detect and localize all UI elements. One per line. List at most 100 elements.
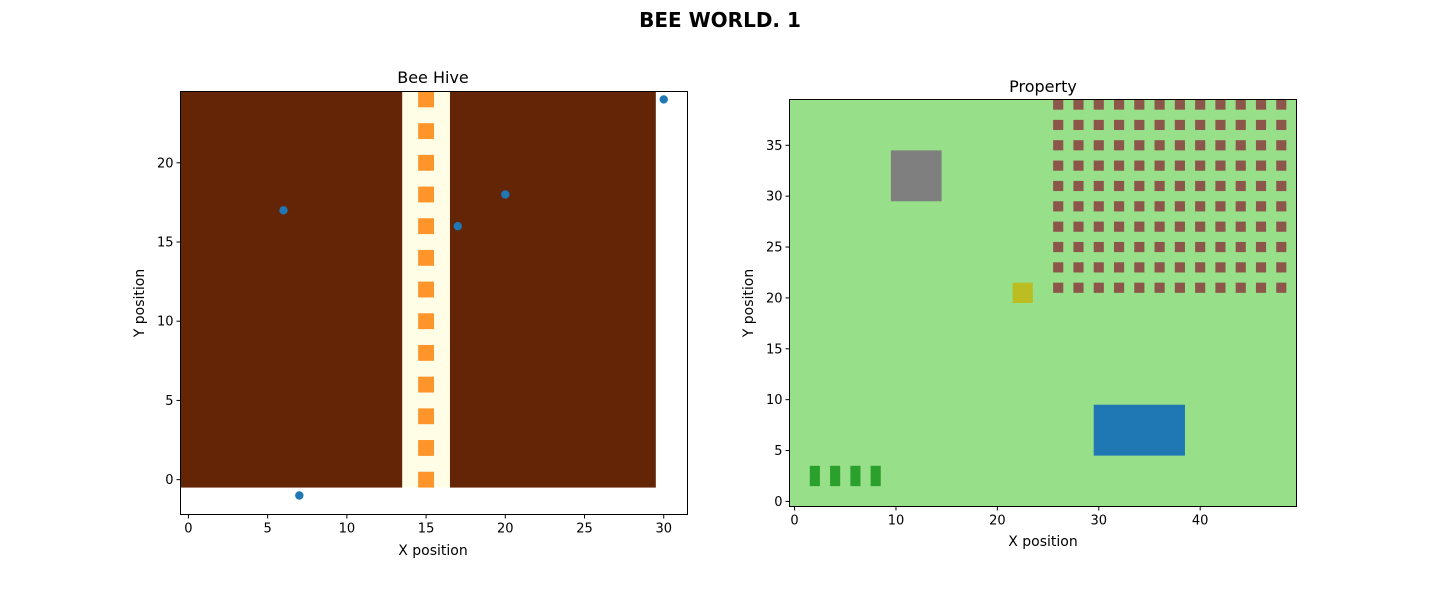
tree-cell — [1113, 119, 1125, 131]
tree-cell — [1154, 262, 1165, 273]
flower-patch — [830, 465, 841, 487]
tree-cell — [1154, 201, 1165, 212]
bee-hive-y-tick-label: 20 — [157, 156, 174, 171]
comb-cell — [418, 154, 434, 171]
hive-region — [1012, 282, 1033, 303]
tree-cell — [1154, 140, 1165, 151]
tree-cell — [1255, 160, 1267, 171]
tree-cell — [1195, 241, 1206, 253]
tree-cell — [1073, 201, 1084, 212]
tree-cell — [1134, 119, 1145, 131]
comb-cell — [418, 218, 434, 235]
tree-cell — [1195, 160, 1206, 171]
tree-cell — [1195, 119, 1206, 131]
comb-cell — [418, 313, 434, 330]
property-title: Property — [1009, 77, 1077, 96]
property-plot-area — [789, 99, 1297, 507]
tree-cell — [1093, 201, 1104, 212]
tree-cell — [1195, 201, 1206, 212]
tree-cell — [1235, 140, 1246, 151]
tree-cell — [1053, 99, 1064, 110]
tree-cell — [1195, 99, 1206, 110]
tree-cell — [1215, 221, 1226, 232]
tree-cell — [1073, 241, 1084, 253]
tree-cell — [1255, 180, 1267, 192]
bee-hive-y-tick-label: 0 — [165, 473, 173, 488]
comb-cell — [418, 186, 434, 203]
tree-cell — [1215, 262, 1226, 273]
tree-cell — [1093, 282, 1104, 293]
bee-point — [453, 221, 462, 231]
tree-cell — [1093, 99, 1104, 110]
tree-cell — [1073, 119, 1084, 131]
tree-cell — [1215, 160, 1226, 171]
tree-cell — [1174, 180, 1185, 192]
tree-cell — [1276, 140, 1287, 151]
property-x-label: X position — [1008, 534, 1078, 550]
tree-cell — [1174, 99, 1185, 110]
tree-cell — [1276, 241, 1287, 253]
bee-hive-x-tick-label: 5 — [264, 522, 272, 537]
property-y-tick-label: 5 — [774, 444, 782, 459]
tree-cell — [1154, 282, 1165, 293]
property-y-tick-label: 25 — [766, 241, 783, 256]
tree-cell — [1255, 241, 1267, 253]
comb-cell — [418, 471, 434, 488]
bee-hive-x-tick-label: 25 — [576, 522, 593, 537]
tree-cell — [1255, 99, 1267, 110]
tree-cell — [1134, 241, 1145, 253]
bee-point — [279, 206, 288, 215]
property-x-tick-label: 0 — [790, 514, 798, 529]
tree-cell — [1215, 201, 1226, 212]
tree-cell — [1113, 99, 1125, 110]
tree-cell — [1276, 201, 1287, 212]
bee-hive-y-label: Y position — [132, 269, 148, 338]
bee-hive-y-axis: 0 5 10 15 20 — [157, 156, 181, 488]
tree-cell — [1113, 221, 1125, 232]
stone-region — [890, 150, 942, 202]
tree-cell — [1276, 282, 1287, 293]
property-y-tick-label: 35 — [766, 139, 783, 154]
bee-hive-y-tick-label: 5 — [165, 394, 173, 409]
property-y-tick-label: 10 — [766, 393, 783, 408]
tree-cell — [1255, 282, 1267, 293]
figure-title: BEE WORLD. 1 — [639, 8, 801, 32]
tree-cell — [1073, 282, 1084, 293]
tree-cell — [1215, 119, 1226, 131]
tree-cell — [1073, 221, 1084, 232]
tree-cell — [1215, 180, 1226, 192]
hive-cell-region — [180, 91, 403, 488]
tree-cell — [1093, 119, 1104, 131]
tree-cell — [1053, 282, 1064, 293]
bee-hive-x-tick-label: 0 — [184, 522, 192, 537]
tree-cell — [1235, 180, 1246, 192]
tree-cell — [1276, 99, 1287, 110]
tree-cell — [1276, 180, 1287, 192]
property-x-axis: 0 10 20 30 40 — [790, 506, 1208, 529]
bee-hive-y-tick-label: 10 — [157, 315, 174, 330]
tree-cell — [1174, 282, 1185, 293]
tree-cell — [1276, 221, 1287, 232]
tree-cell — [1053, 221, 1064, 232]
tree-cell — [1154, 241, 1165, 253]
tree-cell — [1113, 262, 1125, 273]
tree-cell — [1053, 262, 1064, 273]
tree-cell — [1235, 160, 1246, 171]
tree-cell — [1093, 180, 1104, 192]
bee-point — [659, 95, 668, 104]
tree-cell — [1113, 241, 1125, 253]
tree-cell — [1255, 221, 1267, 232]
bee-hive-chart: Bee Hive 0 5 10 15 20 25 30 0 5 10 15 20 X positio… — [132, 68, 688, 559]
tree-cell — [1154, 99, 1165, 110]
tree-cell — [1276, 160, 1287, 171]
tree-cell — [1154, 119, 1165, 131]
bee-hive-x-tick-label: 20 — [497, 522, 514, 537]
bee-hive-x-axis: 0 5 10 15 20 25 30 — [184, 514, 672, 537]
tree-cell — [1195, 140, 1206, 151]
tree-cell — [1235, 99, 1246, 110]
bee-hive-x-tick-label: 10 — [339, 522, 356, 537]
tree-cell — [1073, 262, 1084, 273]
property-y-tick-label: 30 — [766, 190, 783, 205]
tree-cell — [1154, 221, 1165, 232]
hive-cell-region — [449, 91, 656, 488]
